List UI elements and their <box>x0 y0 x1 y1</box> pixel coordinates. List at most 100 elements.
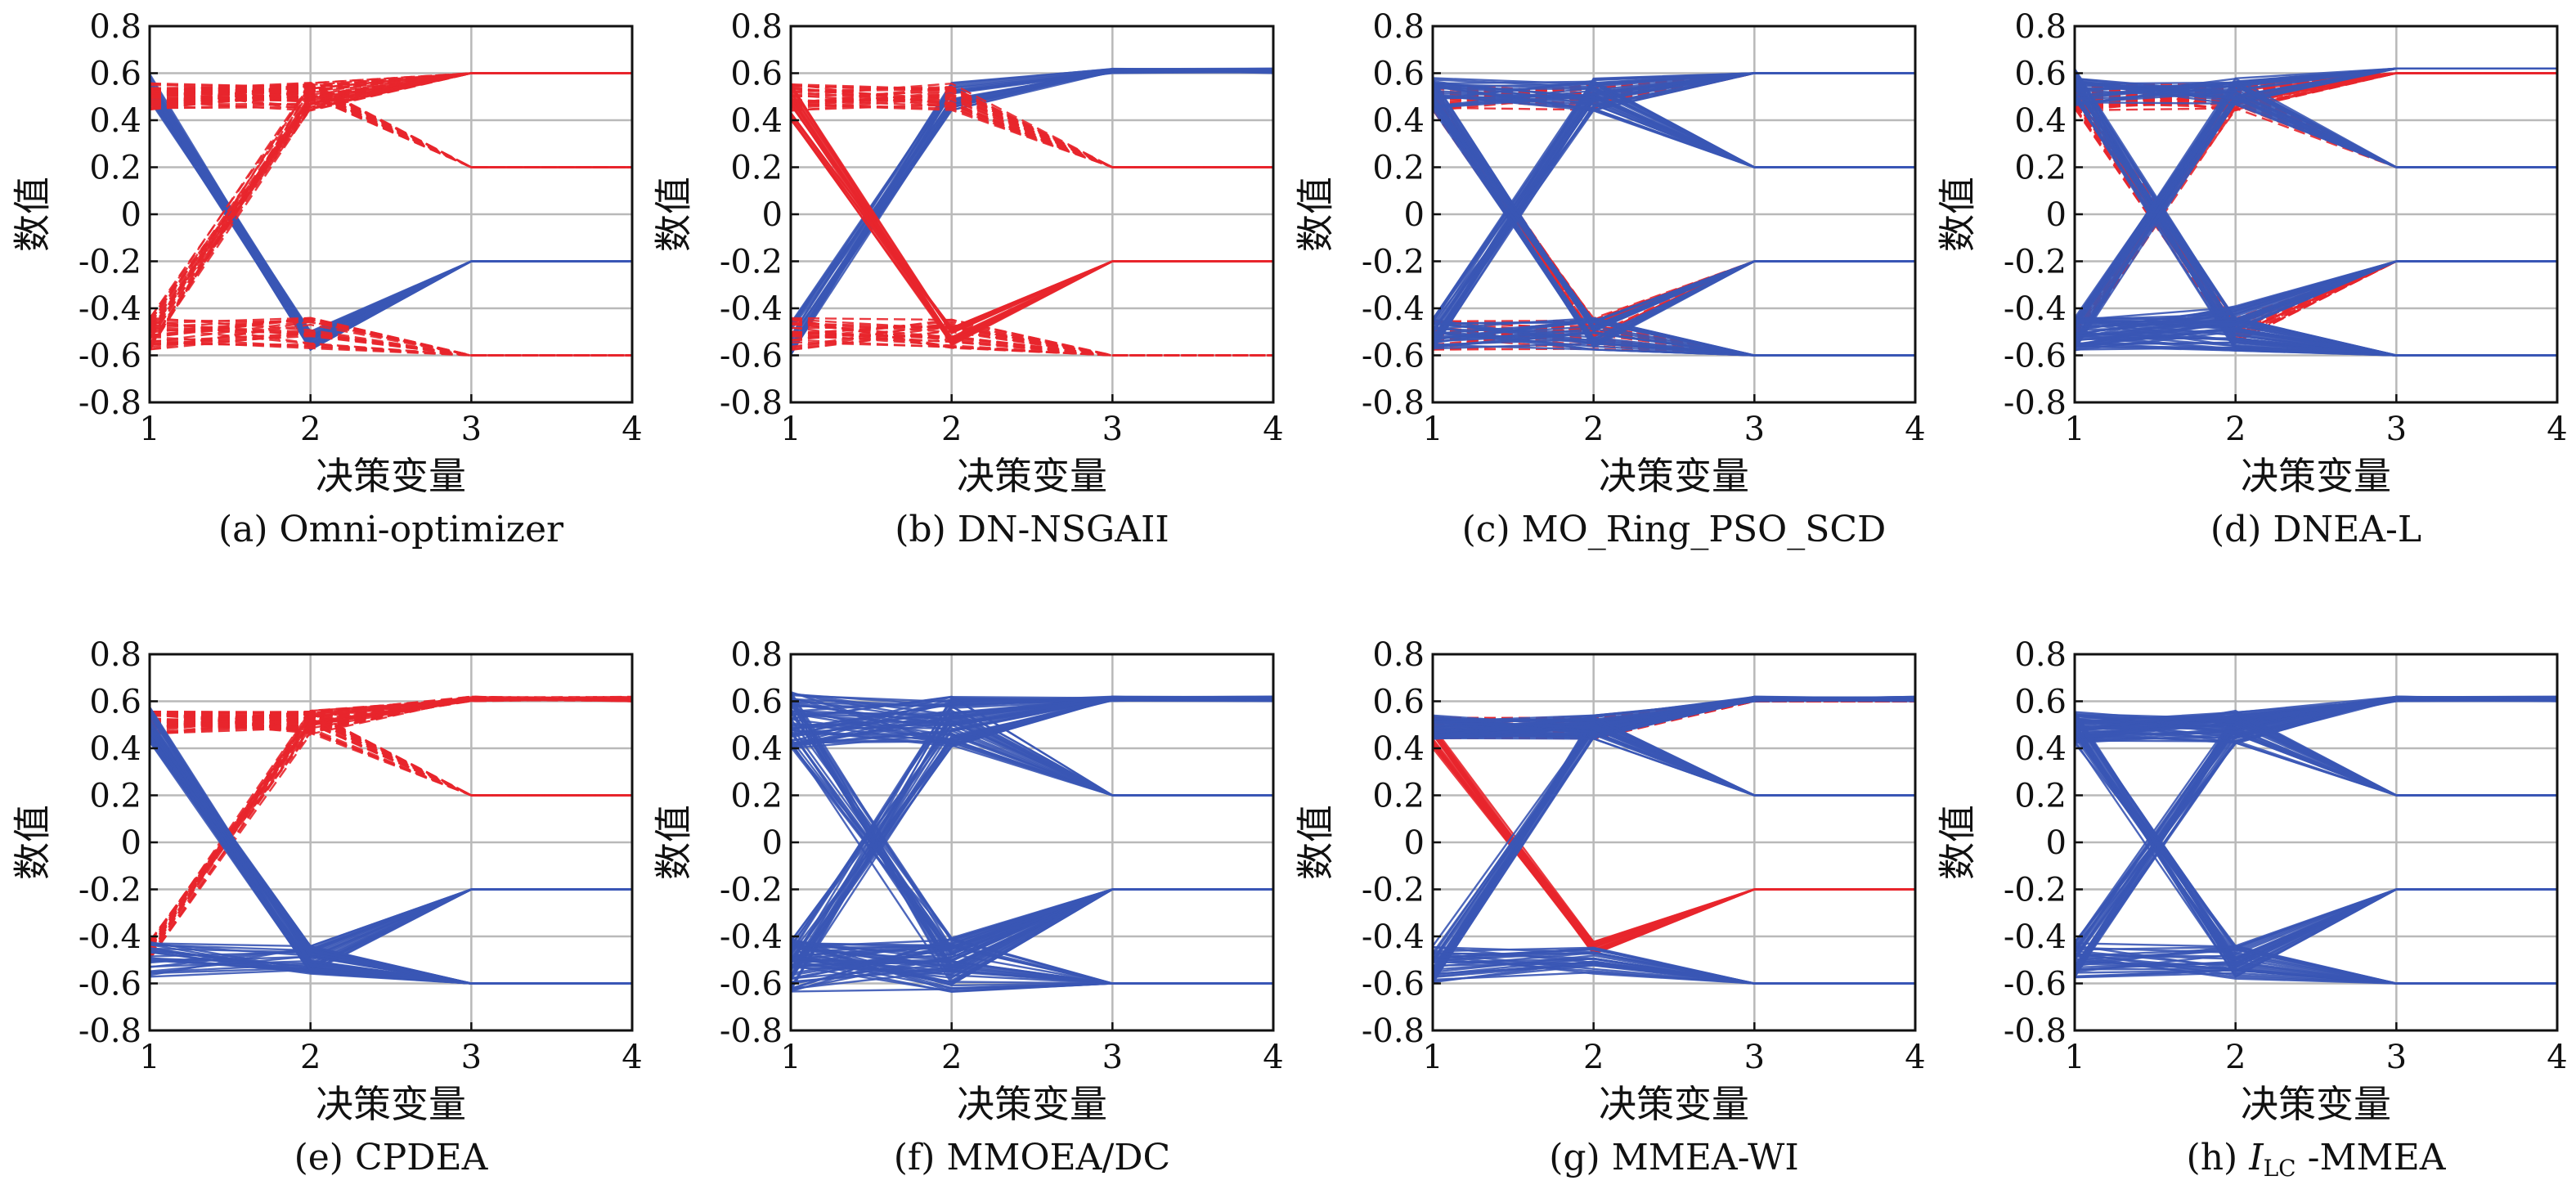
series-line-blue <box>150 737 632 968</box>
y-tick-label: -0.6 <box>720 338 783 375</box>
y-tick-label: 0.6 <box>89 684 141 721</box>
y-tick-label: -0.8 <box>1362 1012 1425 1050</box>
series-group <box>2075 67 2557 357</box>
series-group <box>1433 72 1915 357</box>
series-line-red <box>150 720 632 797</box>
x-tick-label: 2 <box>2225 411 2246 448</box>
series-line-blue <box>791 696 1273 797</box>
y-tick-label: 0 <box>2046 824 2067 862</box>
y-tick-label: -0.2 <box>79 872 141 909</box>
x-axis-label: 决策变量 <box>957 1082 1107 1126</box>
subplot-caption: (e) CPDEA <box>294 1137 489 1178</box>
series-line-blue <box>2075 260 2557 323</box>
y-tick-label: 0.4 <box>1372 730 1425 768</box>
series-line-blue <box>2075 735 2557 797</box>
subplot-caption: (a) Omni-optimizer <box>218 509 564 550</box>
series-line-blue <box>150 734 632 985</box>
series-group <box>1433 695 1915 985</box>
x-tick-label: 4 <box>1905 411 1925 448</box>
series-line-red <box>150 72 632 334</box>
series-group <box>791 67 1273 357</box>
series-line-red <box>1433 741 1915 946</box>
y-tick-label: 0.8 <box>1372 8 1425 46</box>
y-tick-label: -0.4 <box>1362 918 1425 956</box>
series-line-red <box>791 323 1273 357</box>
y-tick-label: -0.8 <box>79 384 141 422</box>
y-axis-label: 数值 <box>652 177 696 252</box>
series-line-red <box>150 698 632 943</box>
y-tick-label: -0.6 <box>1362 966 1425 1003</box>
y-tick-label: 0 <box>762 824 783 862</box>
subplot-2: 1 2 3 4 -0.8 -0.6 -0.4 -0.2 0 0.2 0.4 0.6 0.8 决策变量 数值 (… <box>652 8 1284 550</box>
series-line-blue <box>1433 696 1915 962</box>
y-tick-label: -0.4 <box>79 918 141 956</box>
series-group <box>150 695 632 985</box>
y-tick-label: 0.4 <box>2014 102 2067 140</box>
subplot-7: 1 2 3 4 -0.8 -0.6 -0.4 -0.2 0 0.2 0.4 0.6 0.8 决策变量 数值 (… <box>1294 636 1926 1178</box>
y-tick-label: 0.8 <box>1372 636 1425 674</box>
y-tick-label: -0.4 <box>1362 290 1425 328</box>
series-line-blue <box>2075 730 2557 797</box>
y-tick-label: -0.6 <box>79 338 141 375</box>
subplot-caption: (d) DNEA-L <box>2210 509 2421 550</box>
x-axis-label: 决策变量 <box>1599 1082 1749 1126</box>
y-tick-label: -0.2 <box>1362 872 1425 909</box>
series-line-red <box>1433 742 1915 945</box>
series-line-blue <box>2075 949 2557 985</box>
y-tick-label: -0.6 <box>720 966 783 1003</box>
series-line-red <box>150 72 632 345</box>
subplot-caption: (g) MMEA-WI <box>1549 1137 1799 1178</box>
y-tick-label: 0.2 <box>89 150 141 187</box>
y-tick-label: -0.2 <box>1362 244 1425 281</box>
y-tick-label: 0.6 <box>2014 56 2067 93</box>
subplot-caption: (h) ILC -MMEA <box>2187 1137 2447 1182</box>
y-tick-label: 0.2 <box>1372 778 1425 815</box>
y-tick-label: -0.8 <box>2004 384 2067 422</box>
x-axis-label: 决策变量 <box>2241 1082 2391 1126</box>
subplot-caption: (b) DN-NSGAII <box>895 509 1169 550</box>
y-axis-label: 数值 <box>1936 177 1980 252</box>
y-tick-label: 0.2 <box>2014 150 2067 187</box>
y-tick-label: 0.2 <box>89 778 141 815</box>
y-tick-label: -0.2 <box>2004 872 2067 909</box>
series-line-blue <box>2075 260 2557 321</box>
series-line-red <box>150 317 632 357</box>
y-tick-label: 0.8 <box>89 8 141 46</box>
x-tick-label: 3 <box>2386 411 2407 448</box>
y-tick-label: 0.8 <box>730 636 783 674</box>
subplot-8: 1 2 3 4 -0.8 -0.6 -0.4 -0.2 0 0.2 0.4 0.6 0.8 决策变量 数值 (… <box>1936 636 2568 1182</box>
y-axis-label: 数值 <box>652 805 696 880</box>
x-tick-label: 3 <box>1102 411 1123 448</box>
y-tick-label: 0.2 <box>2014 778 2067 815</box>
series-line-red <box>150 72 632 349</box>
y-tick-label: 0.6 <box>730 56 783 93</box>
subplot-1: 1 2 3 4 -0.8 -0.6 -0.4 -0.2 0 0.2 0.4 0.6 0.8 决策变量 数值 (… <box>11 8 643 550</box>
x-tick-label: 2 <box>941 1039 962 1076</box>
x-tick-label: 4 <box>2547 1039 2567 1076</box>
subplot-caption: (f) MMOEA/DC <box>894 1137 1170 1178</box>
series-line-red <box>150 92 632 168</box>
series-line-red <box>791 103 1273 168</box>
series-line-blue <box>1433 92 1915 168</box>
y-tick-label: -0.4 <box>79 290 141 328</box>
x-axis-label: 决策变量 <box>316 454 466 498</box>
series-line-red <box>150 697 632 945</box>
subplot-caption: (c) MO_Ring_PSO_SCD <box>1462 509 1887 550</box>
y-tick-label: -0.8 <box>79 1012 141 1050</box>
y-tick-label: -0.6 <box>2004 966 2067 1003</box>
series-line-blue <box>2075 260 2557 347</box>
x-tick-label: 4 <box>622 1039 642 1076</box>
y-tick-label: -0.8 <box>720 384 783 422</box>
x-tick-label: 2 <box>2225 1039 2246 1076</box>
y-tick-label: 0.6 <box>730 684 783 721</box>
y-axis-label: 数值 <box>11 805 55 880</box>
y-tick-label: 0.4 <box>89 730 141 768</box>
x-tick-label: 3 <box>2386 1039 2407 1076</box>
y-axis-label: 数值 <box>11 177 55 252</box>
series-line-blue <box>1433 716 1915 797</box>
series-line-blue <box>1433 109 1915 344</box>
series-line-blue <box>791 888 1273 993</box>
x-tick-label: 4 <box>1263 411 1283 448</box>
x-tick-label: 4 <box>1905 1039 1925 1076</box>
series-line-blue <box>2075 733 2557 797</box>
